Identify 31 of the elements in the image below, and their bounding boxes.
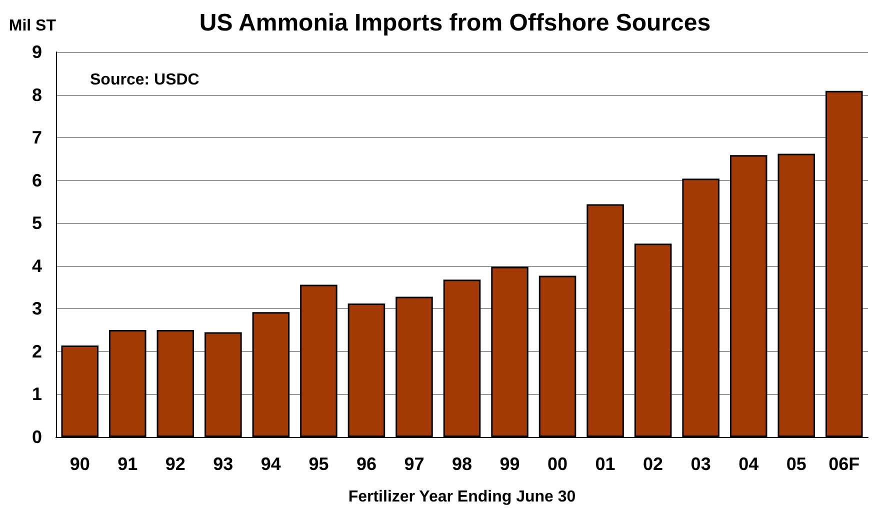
y-tick-label: 4 — [32, 256, 42, 276]
x-tick-label: 00 — [548, 454, 568, 474]
x-tick-label: 94 — [260, 454, 281, 474]
x-tick-label: 98 — [452, 454, 472, 474]
annotation: Source: USDC — [90, 72, 200, 88]
x-tick-label: 93 — [213, 454, 234, 474]
y-tick-label: 2 — [32, 341, 42, 362]
x-tick-label: 92 — [165, 454, 186, 474]
x-tick-label: 95 — [308, 454, 329, 474]
y-tick-label: 8 — [32, 84, 42, 105]
x-tick-label: 90 — [70, 454, 90, 474]
x-tick-label: 91 — [118, 454, 138, 474]
y-tick-label: 3 — [32, 298, 42, 319]
x-tick-label: 05 — [786, 454, 806, 474]
x-tick-label: 02 — [643, 454, 664, 474]
x-tick-label: 97 — [404, 454, 424, 474]
x-tick-label: 03 — [690, 454, 711, 474]
x-axis-title: Fertilizer Year Ending June 30 — [348, 488, 576, 506]
x-tick-label: 99 — [500, 454, 520, 474]
x-tick-label: 01 — [595, 454, 616, 474]
chart-title: US Ammonia Imports from Offshore Sources — [199, 10, 711, 36]
y-tick-label: 6 — [32, 170, 42, 190]
y-tick-label: 9 — [32, 42, 42, 62]
x-tick-label: 04 — [738, 454, 759, 474]
x-tick-label: 06F — [828, 454, 860, 474]
x-tick-label: 96 — [356, 454, 376, 474]
y-tick-label: 0 — [32, 427, 42, 447]
y-axis-title: Mil ST — [8, 18, 56, 34]
y-tick-label: 5 — [32, 213, 42, 234]
y-tick-label: 7 — [32, 128, 42, 148]
y-tick-label: 1 — [32, 384, 42, 404]
